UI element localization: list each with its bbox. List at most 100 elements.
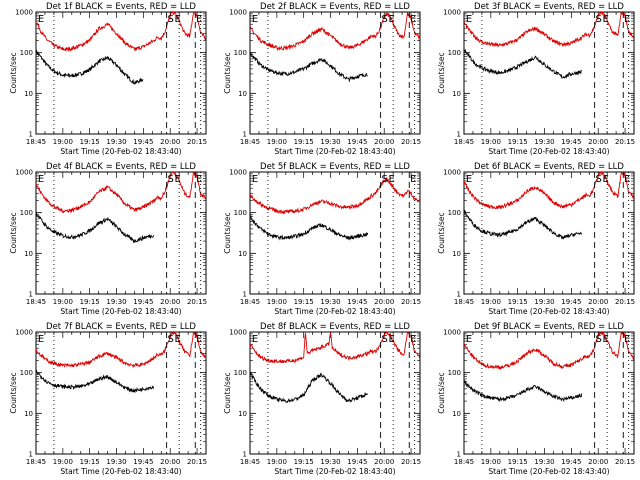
x-tick-label: 19:45: [347, 138, 367, 146]
events-series-line: [250, 214, 369, 241]
x-tick-label: 20:15: [401, 298, 421, 306]
detector-panel-4: Det 4f BLACK = Events, RED = LLD 1 10 100 10…: [9, 162, 207, 316]
segment-mark: E: [388, 174, 394, 185]
plot-frame: [35, 171, 207, 295]
y-tick-label: 100: [448, 369, 461, 377]
x-tick-label: 19:45: [347, 458, 367, 466]
panel-title: Det 9f BLACK = Events, RED = LLD: [474, 322, 624, 332]
panel-title: Det 7f BLACK = Events, RED = LLD: [46, 322, 196, 332]
x-tick-label: 19:15: [508, 138, 528, 146]
segment-mark: E: [624, 334, 630, 345]
x-tick-label: 19:45: [133, 298, 153, 306]
y-tick-label: 100: [20, 209, 33, 217]
y-axis-label: Counts/sec: [9, 52, 18, 93]
events-series-line: [464, 48, 582, 79]
x-tick-label: 20:00: [374, 138, 394, 146]
x-tick-label: 19:45: [561, 138, 581, 146]
x-tick-label: 19:00: [53, 458, 73, 466]
y-tick-label: 10: [24, 410, 33, 418]
segment-mark: E: [196, 14, 202, 25]
lld-series-line: [464, 332, 634, 371]
lld-series-line: [464, 172, 634, 210]
detector-panel-2: Det 2f BLACK = Events, RED = LLD 1 10 100 10…: [223, 2, 421, 156]
segment-mark: S: [167, 14, 173, 25]
segment-mark: E: [174, 174, 180, 185]
y-tick-label: 10: [24, 90, 33, 98]
x-tick-label: 18:45: [240, 138, 260, 146]
events-series-line: [36, 369, 155, 394]
x-tick-label: 20:00: [588, 458, 608, 466]
y-tick-label: 100: [20, 49, 33, 57]
y-tick-label: 1000: [15, 329, 33, 337]
x-tick-label: 19:00: [481, 458, 501, 466]
segment-mark: E: [174, 14, 180, 25]
segment-mark: E: [196, 174, 202, 185]
x-tick-label: 20:00: [374, 298, 394, 306]
x-axis-label: Start Time (20-Feb-02 18:43:40): [488, 467, 609, 476]
y-tick-label: 1: [457, 291, 461, 299]
segment-mark: E: [466, 174, 472, 185]
segment-mark: E: [602, 14, 608, 25]
y-tick-label: 1000: [443, 9, 461, 17]
x-tick-label: 19:30: [534, 458, 554, 466]
x-tick-label: 19:30: [106, 138, 126, 146]
plot-frame: [463, 11, 635, 135]
x-tick-label: 19:45: [347, 298, 367, 306]
detector-panel-7: Det 7f BLACK = Events, RED = LLD 1 10 100 10…: [9, 322, 207, 476]
segment-mark: E: [388, 14, 394, 25]
lld-series-line: [36, 172, 206, 214]
detector-panel-1: Det 1f BLACK = Events, RED = LLD 1 10 100 10…: [9, 2, 207, 156]
y-tick-label: 1: [29, 451, 33, 459]
panel-title: Det 8f BLACK = Events, RED = LLD: [260, 322, 410, 332]
y-axis-label: Counts/sec: [437, 52, 446, 93]
detector-panel-6: Det 6f BLACK = Events, RED = LLD 1 10 100 10…: [437, 162, 635, 316]
events-series-line: [464, 380, 583, 403]
x-tick-label: 20:15: [401, 138, 421, 146]
y-tick-label: 1: [29, 131, 33, 139]
x-axis-label: Start Time (20-Feb-02 18:43:40): [60, 147, 181, 156]
segment-mark: E: [252, 334, 258, 345]
segment-mark: E: [388, 334, 394, 345]
segment-mark: S: [595, 14, 601, 25]
segment-mark: E: [38, 14, 44, 25]
x-tick-label: 19:30: [534, 138, 554, 146]
plot-frame: [35, 331, 207, 455]
x-tick-label: 20:00: [374, 458, 394, 466]
x-tick-label: 19:00: [267, 298, 287, 306]
x-tick-label: 20:15: [187, 298, 207, 306]
segment-mark: E: [38, 334, 44, 345]
x-tick-label: 20:00: [588, 138, 608, 146]
y-tick-label: 100: [20, 369, 33, 377]
x-axis-label: Start Time (20-Feb-02 18:43:40): [488, 147, 609, 156]
detector-panel-5: Det 5f BLACK = Events, RED = LLD 1 10 100 10…: [223, 162, 421, 316]
x-axis-label: Start Time (20-Feb-02 18:43:40): [488, 307, 609, 316]
y-tick-label: 1: [457, 131, 461, 139]
segment-mark: E: [410, 14, 416, 25]
y-tick-label: 1: [243, 131, 247, 139]
x-tick-label: 19:00: [481, 138, 501, 146]
x-tick-label: 19:15: [80, 298, 100, 306]
x-tick-label: 19:30: [534, 298, 554, 306]
events-series-line: [464, 209, 583, 240]
y-tick-label: 1000: [443, 169, 461, 177]
y-tick-label: 1000: [15, 169, 33, 177]
y-axis-label: Counts/sec: [9, 212, 18, 253]
y-tick-label: 100: [448, 49, 461, 57]
y-axis-label: Counts/sec: [223, 372, 232, 413]
events-series-line: [36, 49, 144, 85]
plot-frame: [35, 11, 207, 135]
x-tick-label: 19:00: [481, 298, 501, 306]
y-tick-label: 1: [457, 451, 461, 459]
y-tick-label: 10: [24, 250, 33, 258]
segment-mark: E: [624, 174, 630, 185]
x-tick-label: 19:45: [561, 458, 581, 466]
y-tick-label: 10: [452, 410, 461, 418]
y-tick-label: 100: [448, 209, 461, 217]
y-tick-label: 10: [452, 90, 461, 98]
y-axis-label: Counts/sec: [437, 372, 446, 413]
segment-mark: S: [167, 174, 173, 185]
plot-frame: [249, 331, 421, 455]
panel-title: Det 2f BLACK = Events, RED = LLD: [260, 2, 410, 12]
x-tick-label: 20:15: [615, 458, 635, 466]
x-tick-label: 20:00: [160, 458, 180, 466]
